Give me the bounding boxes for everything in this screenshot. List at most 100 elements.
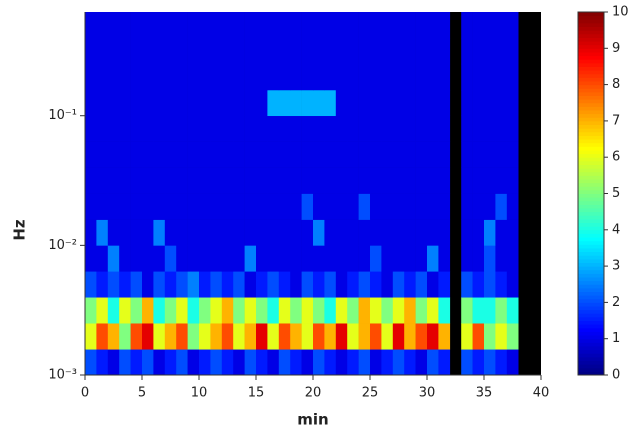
- heat-cell: [176, 219, 188, 246]
- heat-cell: [153, 297, 166, 324]
- heat-cell: [461, 12, 473, 39]
- heat-cell: [278, 271, 291, 298]
- colorbar-step: [578, 88, 604, 93]
- heat-cell: [484, 349, 496, 376]
- heat-cell: [244, 219, 257, 246]
- heat-cell: [233, 12, 245, 39]
- heat-cell: [107, 37, 120, 65]
- heat-cell: [221, 115, 234, 142]
- heat-cell: [153, 167, 166, 194]
- heat-cell: [301, 12, 314, 39]
- heat-cell: [142, 193, 154, 220]
- heat-cell: [335, 245, 348, 272]
- colorbar-step: [578, 149, 604, 155]
- heat-cell: [85, 115, 97, 142]
- heat-cell: [506, 193, 519, 220]
- heat-cell: [256, 12, 268, 39]
- heat-cell: [176, 167, 188, 194]
- heat-cell: [461, 219, 473, 246]
- heat-cell: [142, 115, 154, 142]
- heat-cell: [335, 219, 348, 246]
- colorbar-step: [578, 44, 604, 49]
- heat-cell: [484, 219, 496, 246]
- colorbar-step: [578, 320, 604, 325]
- heat-cell: [301, 115, 314, 142]
- heat-cell: [461, 63, 473, 91]
- heat-cell: [221, 63, 234, 91]
- heat-cell: [233, 323, 245, 350]
- heat-cell: [267, 167, 280, 194]
- heat-cell: [301, 271, 314, 298]
- heat-cell: [85, 63, 97, 91]
- heat-cell: [347, 297, 359, 324]
- heat-cell: [392, 63, 405, 91]
- heat-cell: [233, 89, 245, 117]
- colorbar-step: [578, 70, 604, 75]
- heat-cell: [199, 37, 211, 65]
- heat-cell: [290, 89, 302, 117]
- heat-cell: [506, 297, 519, 324]
- colorbar-step: [578, 193, 604, 198]
- heat-cell: [324, 297, 337, 324]
- colorbar-step: [578, 22, 604, 28]
- heat-cell: [290, 323, 302, 350]
- colorbar-step: [578, 345, 604, 351]
- heat-cell: [313, 63, 325, 91]
- heat-cell: [96, 349, 109, 376]
- heat-cell: [221, 167, 234, 194]
- heat-cell: [313, 297, 325, 324]
- heat-cell: [381, 12, 394, 39]
- colorbar-step: [578, 95, 604, 100]
- heat-cell: [256, 63, 268, 91]
- heat-cell: [415, 141, 428, 168]
- heat-cell: [335, 115, 348, 142]
- colorbar-step: [578, 353, 604, 358]
- heat-cell: [278, 245, 291, 272]
- heat-cell: [85, 89, 97, 117]
- colorbar-step: [578, 237, 604, 242]
- heat-cell: [244, 37, 257, 65]
- heat-cell: [427, 89, 439, 117]
- heat-cell: [324, 167, 337, 194]
- heat-cell: [142, 349, 154, 376]
- heat-cell: [404, 323, 416, 350]
- heat-cell: [267, 115, 280, 142]
- heat-cell: [392, 271, 405, 298]
- heat-cell: [256, 349, 268, 376]
- heat-cell: [324, 219, 337, 246]
- heat-cell: [210, 141, 223, 168]
- heat-cell: [427, 193, 439, 220]
- heat-cell: [210, 297, 223, 324]
- heat-cell: [461, 245, 473, 272]
- heat-cell: [176, 141, 188, 168]
- heat-cell: [119, 12, 131, 39]
- colorbar-tick-label: 9: [612, 41, 620, 56]
- heat-cell: [415, 12, 428, 39]
- heat-cell: [381, 193, 394, 220]
- colorbar-tick-label: 1: [612, 331, 620, 346]
- heat-cell: [130, 219, 143, 246]
- heat-cell: [506, 12, 519, 39]
- heat-cell: [381, 245, 394, 272]
- heat-cell: [358, 141, 371, 168]
- heat-cell: [85, 245, 97, 272]
- heat-cell: [506, 349, 519, 376]
- heat-cell: [358, 89, 371, 117]
- heat-cell: [427, 271, 439, 298]
- heat-cell: [164, 323, 177, 350]
- heat-cell: [142, 323, 154, 350]
- heat-cell: [221, 323, 234, 350]
- heat-cell: [85, 349, 97, 376]
- colorbar-step: [578, 240, 604, 245]
- heat-cell: [153, 349, 166, 376]
- heat-cell: [176, 193, 188, 220]
- heat-cell: [472, 193, 485, 220]
- heat-cell: [438, 245, 451, 272]
- heat-cell: [324, 323, 337, 350]
- colorbar-step: [578, 12, 604, 17]
- heat-cell: [335, 323, 348, 350]
- heat-cell: [96, 323, 109, 350]
- colorbar-step: [578, 128, 604, 133]
- colorbar-step: [578, 51, 604, 57]
- heat-cell: [484, 141, 496, 168]
